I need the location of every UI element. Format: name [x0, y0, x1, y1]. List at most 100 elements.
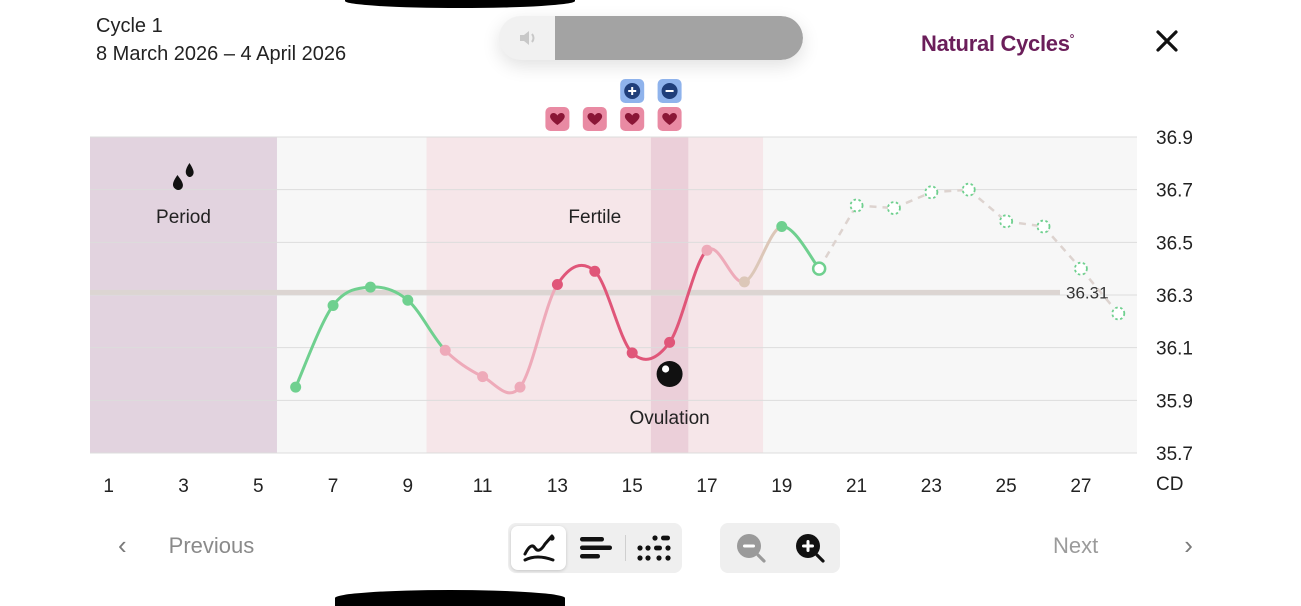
chevron-left-icon: ‹ [118, 530, 127, 560]
temperature-point[interactable] [776, 221, 788, 233]
temperature-point[interactable] [364, 281, 376, 293]
prediction-line-segment [1079, 267, 1120, 315]
predicted-temperature-point[interactable] [887, 201, 901, 216]
x-tick-label: 9 [403, 476, 414, 497]
x-tick-label: 3 [178, 476, 189, 497]
negative-test-marker[interactable] [657, 79, 682, 103]
test-symbol-v [631, 87, 634, 95]
temperature-point[interactable] [290, 381, 302, 393]
period-drops-icon [173, 163, 194, 191]
predicted-temperature-point[interactable] [999, 214, 1014, 229]
fertile-label: Fertile [568, 207, 621, 228]
x-tick-label: 21 [846, 476, 867, 497]
intercourse-marker[interactable] [545, 107, 570, 131]
zoom-in-icon [795, 534, 825, 563]
previous-label: Previous [168, 532, 255, 558]
cycle-title: Cycle 1 [96, 15, 163, 37]
brand-logo: Natural Cycles° [921, 31, 1075, 56]
curve-view-button[interactable] [511, 526, 566, 570]
x-tick-label: 15 [622, 476, 643, 497]
intercourse-marker[interactable] [620, 107, 645, 131]
temperature-point[interactable] [327, 300, 339, 312]
predicted-temperature-point[interactable] [1074, 261, 1088, 276]
volume-bar[interactable] [555, 16, 803, 60]
bottom-notch [335, 590, 565, 606]
temperature-point[interactable] [439, 344, 451, 356]
ovulation-egg-icon [656, 361, 683, 387]
cycle-date-range: 8 March 2026 – 4 April 2026 [96, 43, 347, 65]
y-tick-label: 35.7 [1156, 444, 1193, 465]
close-icon[interactable] [1152, 26, 1182, 56]
x-tick-label: 1 [103, 476, 114, 497]
top-notch [345, 0, 575, 8]
heart-icon [624, 113, 640, 125]
dots-view-button[interactable] [626, 526, 681, 570]
x-tick-label: 17 [696, 476, 717, 497]
view-mode-switch[interactable] [508, 523, 682, 573]
heart-icon [587, 113, 603, 125]
temperature-point[interactable] [477, 371, 489, 383]
predicted-temperature-point[interactable] [1036, 219, 1051, 234]
zoom-in-button[interactable] [782, 526, 837, 570]
y-tick-label: 36.7 [1156, 181, 1193, 202]
temperature-point[interactable] [701, 244, 713, 256]
x-tick-label: 7 [328, 476, 339, 497]
temperature-point[interactable] [626, 347, 638, 359]
intercourse-marker[interactable] [582, 107, 607, 131]
drop-shape [173, 175, 183, 191]
x-tick-label: 27 [1070, 476, 1091, 497]
temperature-point-today[interactable] [811, 261, 827, 276]
heart-icon [662, 113, 677, 125]
intercourse-marker[interactable] [657, 107, 682, 131]
view-divider [625, 535, 626, 561]
x-tick-label: 25 [996, 476, 1017, 497]
drop-shape [185, 163, 194, 178]
temperature-point[interactable] [589, 265, 601, 277]
audio-control[interactable] [499, 16, 803, 60]
positive-test-marker[interactable] [620, 79, 645, 103]
ovulation-egg-highlight [661, 365, 670, 373]
ovulation-label: Ovulation [629, 408, 709, 429]
temperature-point[interactable] [514, 381, 526, 393]
temperature-point[interactable] [738, 276, 750, 288]
predicted-temperature-point[interactable] [961, 182, 976, 197]
chevron-right-icon: › [1184, 530, 1193, 560]
predicted-temperature-point[interactable] [924, 185, 939, 200]
zoom-controls[interactable] [720, 523, 840, 573]
prediction-line-segment [967, 188, 1007, 223]
x-tick-label: 19 [771, 476, 792, 497]
x-axis-label: CD [1156, 474, 1183, 495]
next-label: Next [1053, 532, 1099, 558]
predicted-temperature-point[interactable] [1111, 306, 1126, 321]
x-tick-label: 5 [253, 476, 264, 497]
temperature-line-segment [593, 269, 634, 355]
coverline-label: 36.31 [1066, 283, 1109, 302]
zoom-out-button[interactable] [723, 526, 778, 570]
y-tick-label: 36.3 [1156, 286, 1193, 307]
temperature-line-segment [668, 248, 709, 344]
prediction-line-segment [893, 191, 932, 210]
y-tick-label: 36.1 [1156, 339, 1193, 360]
temperature-point[interactable] [402, 294, 414, 306]
list-view-icon [579, 537, 612, 559]
previous-button[interactable]: ‹ Previous [118, 530, 254, 561]
heart-icon [550, 113, 565, 125]
x-tick-label: 13 [547, 476, 568, 497]
temperature-point[interactable] [664, 336, 676, 348]
temperature-line-segment [518, 282, 559, 389]
y-tick-label: 36.5 [1156, 233, 1193, 254]
prediction-line-segment [1042, 225, 1082, 270]
y-tick-label: 35.9 [1156, 391, 1193, 412]
next-button[interactable]: Next › [1053, 530, 1193, 561]
period-label: Period [156, 207, 211, 228]
list-view-button[interactable] [568, 526, 623, 570]
speaker-muted-icon[interactable] [517, 27, 539, 49]
predicted-temperature-point[interactable] [849, 198, 864, 213]
curve-view-icon [523, 534, 555, 562]
x-tick-label: 11 [473, 476, 493, 497]
y-tick-label: 36.9 [1156, 128, 1193, 149]
temperature-point[interactable] [551, 278, 563, 290]
zoom-out-icon [736, 534, 766, 563]
dots-view-icon [636, 535, 671, 561]
